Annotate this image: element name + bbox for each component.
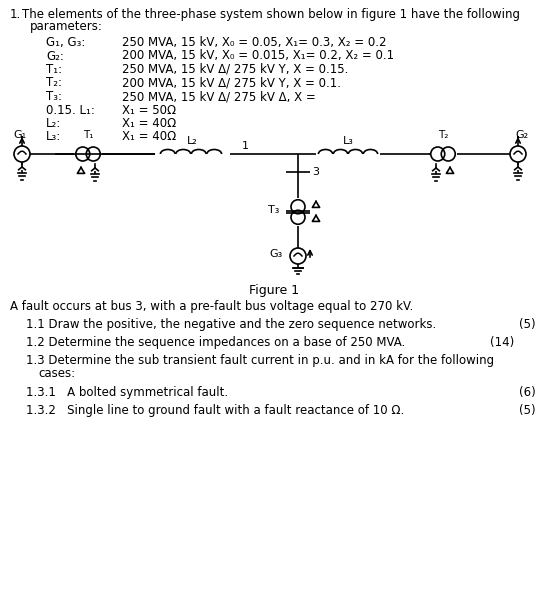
Text: L₂: L₂	[187, 136, 197, 146]
Text: 200 MVA, 15 kV, X₀ = 0.015, X₁= 0.2, X₂ = 0.1: 200 MVA, 15 kV, X₀ = 0.015, X₁= 0.2, X₂ …	[122, 49, 394, 62]
Text: T₁: T₁	[83, 130, 93, 140]
Text: A fault occurs at bus 3, with a pre-fault bus voltage equal to 270 kV.: A fault occurs at bus 3, with a pre-faul…	[10, 300, 413, 313]
Text: Figure 1: Figure 1	[249, 284, 299, 297]
Text: X₁ = 40Ω: X₁ = 40Ω	[122, 117, 176, 130]
Text: parameters:: parameters:	[30, 20, 103, 33]
Text: 1.: 1.	[10, 8, 21, 21]
Text: 1: 1	[242, 141, 248, 151]
Text: (5): (5)	[520, 318, 536, 331]
Text: G₂:: G₂:	[46, 49, 64, 62]
Text: 1.1 Draw the positive, the negative and the zero sequence networks.: 1.1 Draw the positive, the negative and …	[26, 318, 436, 331]
Text: 250 MVA, 15 kV Δ/ 275 kV Y, X = 0.15.: 250 MVA, 15 kV Δ/ 275 kV Y, X = 0.15.	[122, 63, 349, 76]
Text: cases:: cases:	[38, 367, 75, 380]
Text: 200 MVA, 15 kV Δ/ 275 kV Y, X = 0.1.: 200 MVA, 15 kV Δ/ 275 kV Y, X = 0.1.	[122, 76, 341, 89]
Text: L₃:: L₃:	[46, 131, 61, 144]
Text: The elements of the three-phase system shown below in figure 1 have the followin: The elements of the three-phase system s…	[22, 8, 520, 21]
Text: X₁ = 50Ω: X₁ = 50Ω	[122, 103, 176, 116]
Text: T₃:: T₃:	[46, 90, 62, 103]
Text: T₂: T₂	[438, 130, 448, 140]
Text: X₁ = 40Ω: X₁ = 40Ω	[122, 131, 176, 144]
Text: (5): (5)	[520, 404, 536, 417]
Text: T₁:: T₁:	[46, 63, 62, 76]
Text: (14): (14)	[490, 336, 514, 349]
Text: L₂:: L₂:	[46, 117, 61, 130]
Text: 1.3.1   A bolted symmetrical fault.: 1.3.1 A bolted symmetrical fault.	[26, 386, 228, 399]
Text: 1.2 Determine the sequence impedances on a base of 250 MVA.: 1.2 Determine the sequence impedances on…	[26, 336, 406, 349]
Text: 3: 3	[312, 167, 319, 177]
Text: 1.3.2   Single line to ground fault with a fault reactance of 10 Ω.: 1.3.2 Single line to ground fault with a…	[26, 404, 404, 417]
Text: 250 MVA, 15 kV Δ/ 275 kV Δ, X =: 250 MVA, 15 kV Δ/ 275 kV Δ, X =	[122, 90, 316, 103]
Text: G₂: G₂	[516, 130, 529, 140]
Text: 0.15. L₁:: 0.15. L₁:	[46, 103, 95, 116]
Text: T₂:: T₂:	[46, 76, 62, 89]
Text: 1.3 Determine the sub transient fault current in p.u. and in kA for the followin: 1.3 Determine the sub transient fault cu…	[26, 354, 494, 367]
Text: (6): (6)	[520, 386, 536, 399]
Text: G₃: G₃	[270, 249, 283, 259]
Text: G₁, G₃:: G₁, G₃:	[46, 36, 85, 49]
Text: 250 MVA, 15 kV, X₀ = 0.05, X₁= 0.3, X₂ = 0.2: 250 MVA, 15 kV, X₀ = 0.05, X₁= 0.3, X₂ =…	[122, 36, 386, 49]
Text: G₁: G₁	[14, 130, 26, 140]
Text: L₃: L₃	[342, 136, 353, 146]
Text: T₃: T₃	[269, 205, 279, 215]
